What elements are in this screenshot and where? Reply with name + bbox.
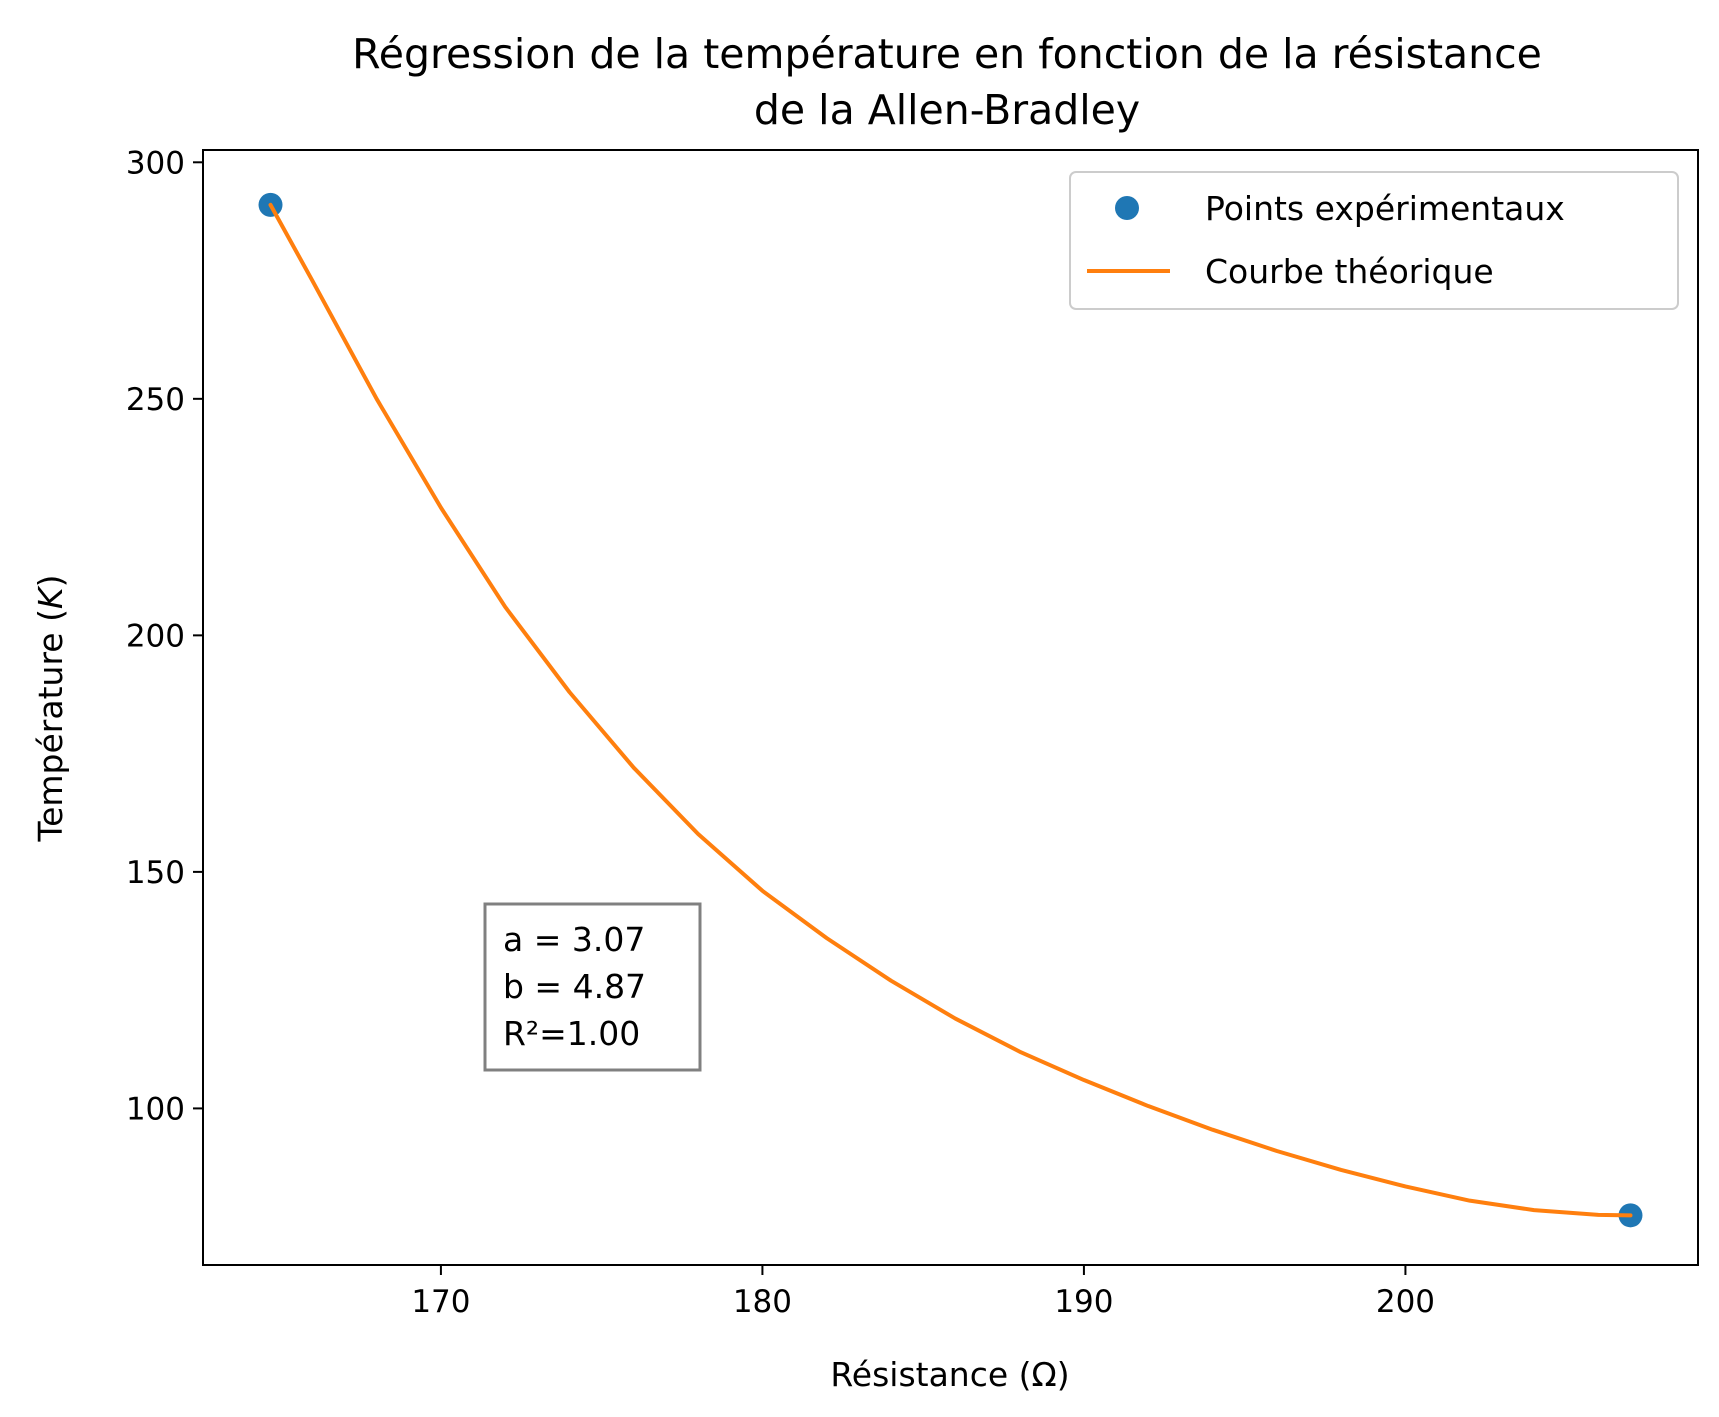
x-tick-label: 180: [733, 1284, 792, 1320]
y-axis-label-main: Température (: [31, 609, 70, 842]
x-tick-label: 190: [1054, 1284, 1113, 1320]
chart-title-line-2: de la Allen-Bradley: [754, 86, 1140, 134]
legend-marker-points: [1115, 196, 1139, 220]
y-axis-label: Température (K): [31, 575, 70, 843]
y-tick-label: 100: [126, 1091, 185, 1127]
y-tick-label: 250: [126, 382, 185, 418]
fit-parameters-frame: [483, 902, 702, 1072]
x-tick-label: 200: [1376, 1284, 1435, 1320]
fit-parameter-r2: R²=1.00: [503, 1014, 640, 1053]
fit-parameter-a: a = 3.07: [503, 920, 645, 959]
y-axis-label-unit: K: [31, 585, 70, 609]
curve-theoretical: [268, 202, 1633, 1218]
legend-label-points: Points expérimentaux: [1205, 189, 1565, 228]
fit-parameter-b: b = 4.87: [503, 967, 646, 1006]
y-axis-ticks: 100 150 200 250 300: [126, 145, 203, 1127]
legend-label-curve: Courbe théorique: [1205, 252, 1494, 291]
x-axis-ticks: 170 180 190 200: [411, 1265, 1435, 1320]
x-tick-label: 170: [411, 1284, 470, 1320]
y-tick-label: 200: [126, 618, 185, 654]
fit-parameters-box: a = 3.07 b = 4.87 R²=1.00: [483, 902, 702, 1072]
y-axis-label-close: ): [31, 575, 70, 588]
y-tick-label: 150: [126, 855, 185, 891]
x-axis-label: Résistance (Ω): [830, 1355, 1069, 1394]
legend-frame: [1069, 171, 1679, 310]
legend: Points expérimentaux Courbe théorique: [1069, 171, 1679, 310]
plot-area: [202, 149, 1699, 1266]
y-tick-label: 300: [126, 145, 185, 181]
chart-title-line-1: Régression de la température en fonction…: [352, 30, 1542, 78]
